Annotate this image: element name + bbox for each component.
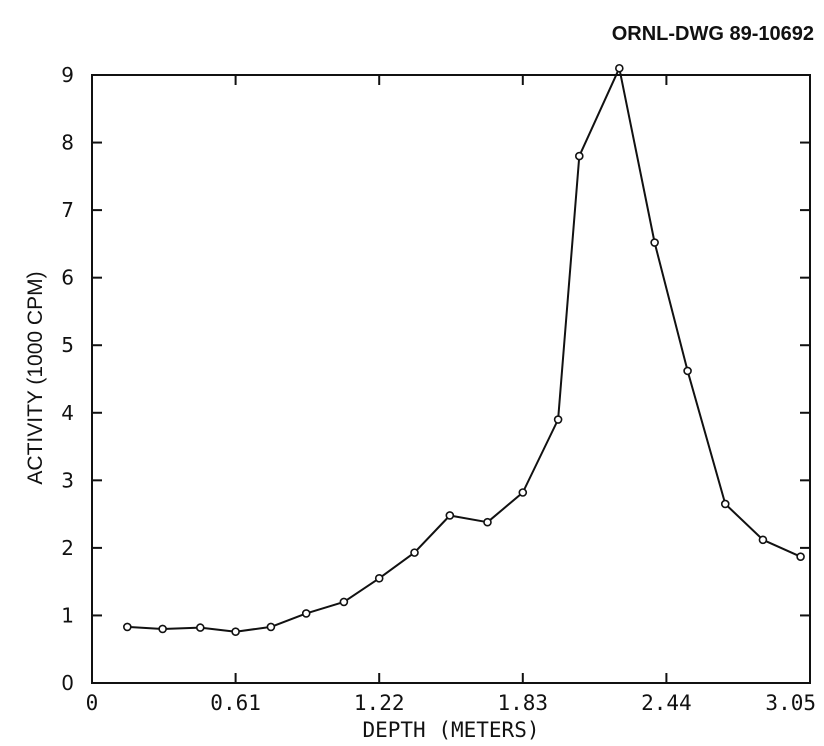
x-tick-label: 1.22 — [354, 691, 405, 715]
y-axis-label: ACTIVITY (1000 CPM) — [24, 271, 47, 484]
data-point — [483, 517, 492, 527]
data-point — [683, 366, 692, 376]
y-tick-label: 5 — [61, 333, 74, 357]
x-tick-label: 2.44 — [641, 691, 692, 715]
y-tick-label: 3 — [61, 468, 74, 492]
x-tick-label: 0.61 — [210, 691, 261, 715]
data-point — [339, 597, 349, 607]
data-point — [518, 488, 528, 497]
data-point — [158, 624, 167, 634]
data-point — [445, 511, 455, 520]
x-tick-label: 0 — [86, 691, 99, 715]
y-tick-label: 2 — [61, 536, 74, 560]
data-point — [195, 623, 205, 632]
data-point — [615, 63, 624, 73]
x-axis-label: DEPTH (METERS) — [362, 718, 539, 742]
data-point — [374, 573, 384, 583]
plot-frame — [91, 74, 811, 684]
series-line — [127, 67, 802, 633]
data-point — [266, 622, 276, 632]
series-layer — [123, 63, 805, 636]
tick-layer: 0 1 2 3 4 5 6 7 8 9 0 0.61 1.22 1.83 2.44 3.05 — [61, 63, 816, 715]
y-tick-label: 4 — [61, 401, 74, 425]
x-tick-label: 3.05 — [765, 691, 816, 715]
x-tick-label: 1.83 — [498, 691, 549, 715]
drawing-code: ORNL-DWG 89-10692 — [612, 23, 814, 45]
y-tick-label: 7 — [61, 198, 74, 222]
y-tick-label: 8 — [61, 131, 74, 155]
y-tick-label: 0 — [61, 671, 74, 695]
data-point — [123, 622, 132, 632]
data-point — [574, 151, 584, 161]
data-point — [720, 499, 730, 509]
data-point — [553, 415, 563, 424]
data-point — [796, 552, 805, 561]
y-tick-label: 9 — [61, 63, 74, 87]
data-point — [758, 535, 768, 545]
data-point — [410, 548, 419, 557]
data-point — [301, 609, 311, 618]
y-tick-label: 6 — [61, 266, 74, 290]
y-tick-label: 1 — [61, 603, 74, 627]
data-point — [650, 238, 659, 247]
data-point — [231, 627, 240, 636]
